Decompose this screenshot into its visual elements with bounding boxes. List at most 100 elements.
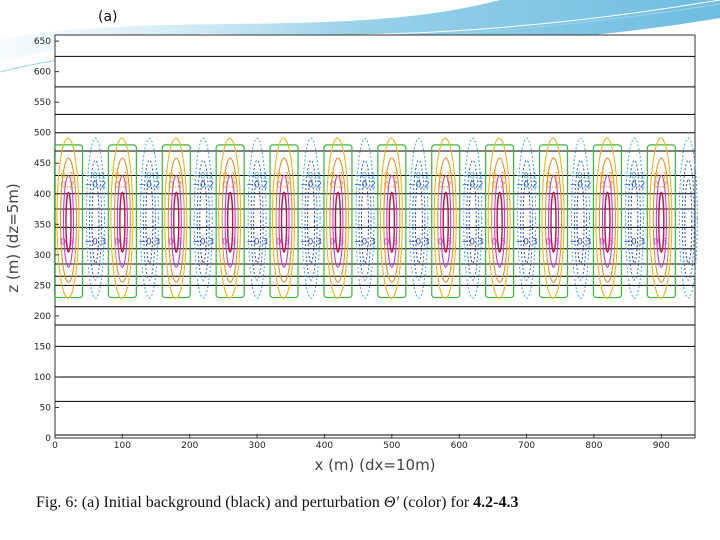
contour-label: −0.2 xyxy=(354,181,376,191)
contour-label: 0.2 xyxy=(60,181,74,191)
contour-0-2 xyxy=(437,157,455,283)
contour-label: −0.3 xyxy=(85,237,107,247)
contour-0-2 xyxy=(544,157,563,283)
contour-0-2 xyxy=(598,157,616,283)
contour-label: −0.1 xyxy=(85,171,107,181)
contour-label: 0.2 xyxy=(599,181,613,191)
perturbation-cell xyxy=(485,137,537,299)
contour-0-3 xyxy=(224,174,236,268)
contour-label: −0.3 xyxy=(138,237,160,247)
contour-label: −0.3 xyxy=(300,237,322,247)
perturbation-contours xyxy=(53,137,698,299)
contour-0-3 xyxy=(386,174,398,268)
x-tick-label: 900 xyxy=(653,441,670,451)
contour-minus-0-1 xyxy=(678,137,698,299)
contour-minus-0-1 xyxy=(517,137,537,299)
y-tick-label: 200 xyxy=(34,312,51,322)
contour-minus-0-3 xyxy=(199,178,208,264)
contour-0-3 xyxy=(170,174,182,268)
contour-label: 0.2 xyxy=(114,181,128,191)
y-tick-label: 250 xyxy=(34,281,51,291)
contour-label: 0.2 xyxy=(653,181,667,191)
contour-label: −0.2 xyxy=(246,181,268,191)
x-axis-label: x (m) (dx=10m) xyxy=(314,456,435,474)
contour-label: 0.1 xyxy=(276,171,290,181)
figure-caption: Fig. 6: (a) Initial background (black) a… xyxy=(36,494,518,512)
contour-label: −0.1 xyxy=(462,171,484,181)
contour-label: 0.1 xyxy=(168,171,182,181)
contour-label: −0.1 xyxy=(192,171,214,181)
perturbation-cell xyxy=(215,137,267,299)
contour-label: 0.3 xyxy=(438,237,452,247)
contour-core xyxy=(604,191,611,253)
contour-label: −0.3 xyxy=(462,237,484,247)
x-tick-label: 800 xyxy=(585,441,602,451)
contour-label: 0.3 xyxy=(491,237,505,247)
contour-minus-0-2 xyxy=(88,159,102,281)
contour-minus-0-2 xyxy=(250,159,264,281)
contour-label: 0.1 xyxy=(330,171,344,181)
y-tick-label: 500 xyxy=(34,129,51,139)
contour-0-1 xyxy=(487,137,511,299)
x-tick-label: 100 xyxy=(114,441,131,451)
contour-core xyxy=(658,191,665,253)
contour-minus-0-3 xyxy=(414,178,423,264)
contour-0-1 xyxy=(379,137,403,299)
contour-label: 0.2 xyxy=(276,181,290,191)
contour-label: −0.3 xyxy=(623,237,645,247)
contour-label: 0.1 xyxy=(491,171,505,181)
x-tick-label: 400 xyxy=(316,441,333,451)
contour-label: −0.1 xyxy=(408,171,430,181)
contour-0-2 xyxy=(113,157,131,283)
contour-label: 0.2 xyxy=(491,181,505,191)
contour-0-1 xyxy=(56,137,80,299)
caption-symbol: Θ′ xyxy=(383,494,399,511)
contour-minus-0-2 xyxy=(358,159,372,281)
contour-label: −0.2 xyxy=(516,181,538,191)
y-tick-label: 400 xyxy=(34,190,51,200)
contour-label: 0.3 xyxy=(545,237,559,247)
contour-label: 0.3 xyxy=(222,237,236,247)
contour-label: 0.2 xyxy=(384,181,398,191)
contour-label: −0.3 xyxy=(516,237,538,247)
contour-core xyxy=(65,191,72,253)
x-tick-label: 700 xyxy=(518,441,535,451)
contour-0-1 xyxy=(649,137,673,299)
contour-label: 0.1 xyxy=(545,171,559,181)
perturbation-cell xyxy=(323,137,375,299)
contour-label: 0.2 xyxy=(168,181,182,191)
contour-0-3 xyxy=(547,174,560,268)
caption-bold: 4.2-4.3 xyxy=(473,494,519,511)
contour-0-3 xyxy=(62,174,75,268)
contour-label: −0.3 xyxy=(354,237,376,247)
contour-0-3 xyxy=(332,174,344,268)
contour-label: −0.2 xyxy=(408,181,430,191)
y-tick-label: 550 xyxy=(34,98,51,108)
x-tick-label: 300 xyxy=(249,441,266,451)
contour-label: 0.1 xyxy=(114,171,128,181)
contour-0-2 xyxy=(329,157,347,283)
contour-label: −0.2 xyxy=(192,181,214,191)
contour-label: −0.1 xyxy=(246,171,268,181)
contour-label: −0.2 xyxy=(570,181,592,191)
contour-core xyxy=(550,191,557,253)
contour-minus-0-1 xyxy=(355,137,375,299)
contour-minus-0-1 xyxy=(301,137,321,299)
y-axis-label: z (m) (dz=5m) xyxy=(4,183,22,293)
contour-0-1 xyxy=(272,137,296,299)
y-tick-label: 350 xyxy=(34,220,51,230)
contour-minus-0-3 xyxy=(576,178,585,264)
contour-label: 0.3 xyxy=(599,237,613,247)
contour-0-2 xyxy=(383,157,401,283)
contour-label: 0.1 xyxy=(60,171,74,181)
contour-minus-0-2 xyxy=(627,159,641,281)
contour-minus-0-2 xyxy=(574,159,588,281)
contour-minus-0-2 xyxy=(466,159,480,281)
slide-swoosh-band xyxy=(0,0,720,62)
contour-minus-0-2 xyxy=(681,159,695,281)
y-axis-ticks: 0 50 100 150 200 250 300 350 400 450 500 550 600 650 xyxy=(34,37,59,444)
contour-label: −0.2 xyxy=(85,181,107,191)
contour-label: 0.3 xyxy=(114,237,128,247)
contour-0-3 xyxy=(494,174,506,268)
y-tick-label: 150 xyxy=(34,342,51,352)
